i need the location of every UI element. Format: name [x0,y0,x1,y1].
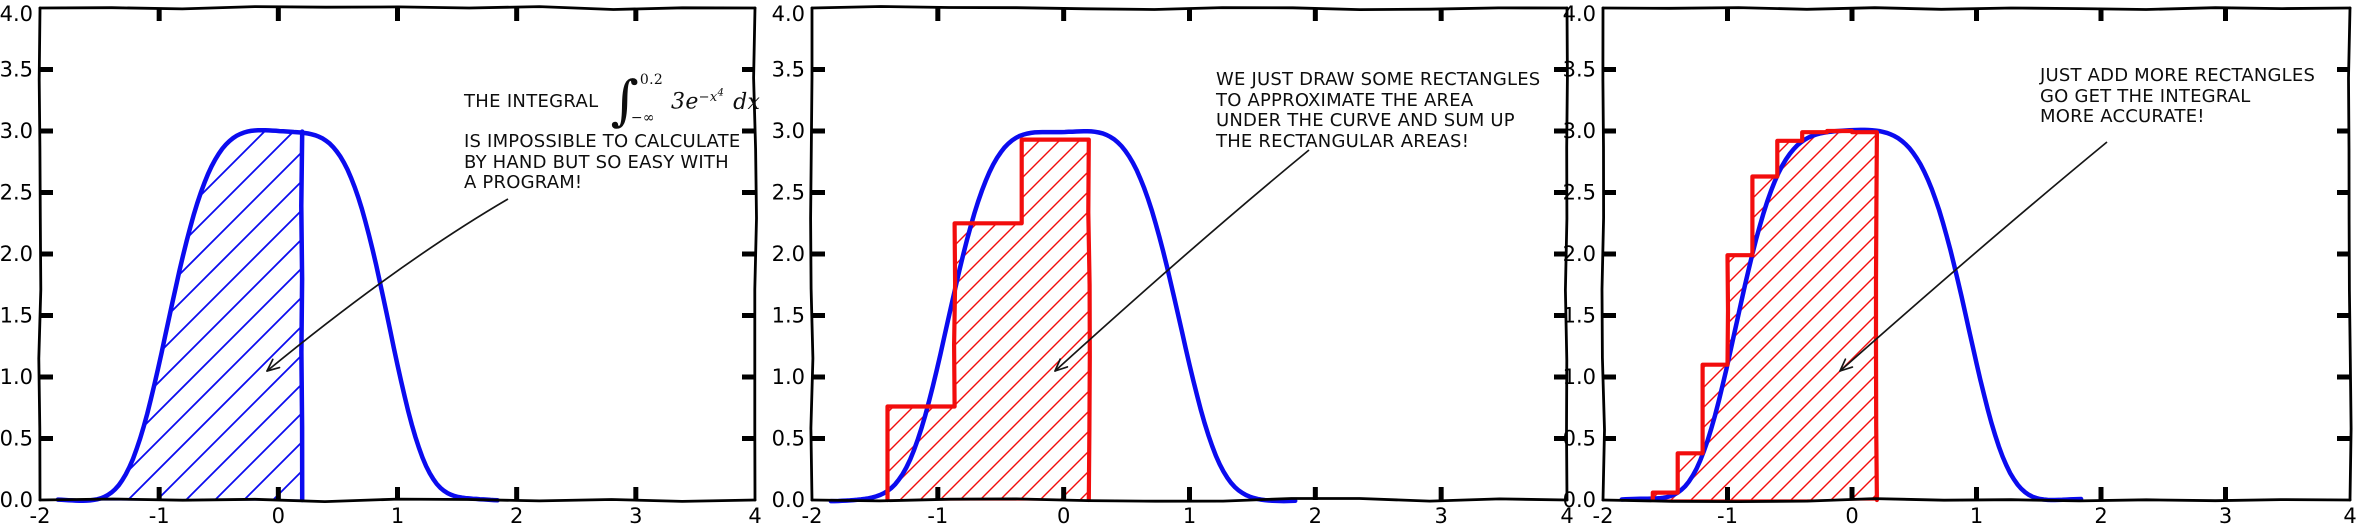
x-tick-label: 3 [629,504,642,527]
y-tick-label: 3.0 [772,119,805,143]
integrand: 3e−x4 dx [671,87,761,115]
y-tick-label: 0.0 [772,488,805,512]
annotation-line: UNDER THE CURVE AND SUM UP [1216,110,1515,131]
panel-coarse-rectangles: -2 -1 0 1 2 3 4 0.0 0.5 1.0 1.5 2.0 2.5 3.0 3.5 4.0 [772,2,1574,527]
x-tick-label: 0 [272,504,285,527]
y-tick-label: 1.5 [1563,304,1596,328]
curve-3exp-minus-x4 [1619,127,2084,503]
x-tick-label: -2 [30,504,51,527]
integration-right-edge [299,129,305,503]
annotation-line: IS IMPOSSIBLE TO CALCULATE [464,131,741,152]
y-tick-label: 0.5 [0,427,33,451]
x-tick-label: -1 [927,504,948,527]
y-tick-label: 1.0 [0,365,33,389]
annotation-line: GO GET THE INTEGRAL [2040,85,2251,107]
x-tick-label: -1 [1717,504,1738,527]
y-tick-label: 4.0 [1563,2,1596,26]
y-tick-label: 3.5 [772,58,805,82]
x-tick-label: -1 [149,504,170,527]
x-tick-label: 4 [748,504,761,527]
annotation-exact-integral: THE INTEGRAL ∫ 0.2 −∞ 3e−x4 dx IS IMPOSSI… [464,69,761,194]
x-tick-label: 2 [510,504,523,527]
annotation-intro: THE INTEGRAL [464,90,599,112]
annotation-arrow [1054,149,1310,372]
x-tick-label: 0 [1845,504,1858,527]
y-tick-label: 1.0 [1563,365,1596,389]
x-tick-label: 4 [1560,504,1573,527]
panel-exact-integral: -2 -1 0 1 2 3 4 0.0 0.5 1.0 1.5 2.0 2.5 3.0 3.5 4.0 [0,2,762,527]
x-tick-label: 2 [2094,504,2107,527]
y-tick-label: 3.5 [0,58,33,82]
y-tick-label: 3.0 [1563,119,1596,143]
x-tick-label: 2 [1309,504,1322,527]
y-tick-label: 4.0 [772,2,805,26]
curve-3exp-minus-x4 [828,129,1298,504]
x-tick-label: 3 [2219,504,2232,527]
annotation-line: BY HAND BUT SO EASY WITH [464,151,729,173]
axes [809,5,1569,503]
annotation-text: WE JUST DRAW SOME RECTANGLES TO APPROXIMA… [1216,69,1541,152]
axes [1600,6,2353,504]
annotation-line: THE RECTANGULAR AREAS! [1216,130,1470,152]
y-tick-label: 2.0 [1563,242,1596,266]
annotation-line: TO APPROXIMATE THE AREA [1216,89,1474,111]
arrowhead [1839,358,1847,372]
annotation-text: JUST ADD MORE RECTANGLES GO GET THE INTEG… [2040,65,2316,128]
y-tick-label: 0.0 [1563,488,1596,512]
y-tick-label: 1.0 [772,365,805,389]
y-tick-label: 0.5 [772,427,805,451]
y-tick-label: 0.0 [0,488,33,512]
annotation-draw-rectangles: WE JUST DRAW SOME RECTANGLES TO APPROXIMA… [1216,66,1540,152]
arrowhead [266,358,274,372]
x-tick-label: 1 [1970,504,1983,527]
arrowhead [266,366,281,372]
x-tick-label: 1 [1183,504,1196,527]
integral-upper-limit: 0.2 [639,72,664,88]
annotation-line: MORE ACCURATE! [2040,106,2205,127]
axes [37,5,758,504]
y-tick-label: 4.0 [0,2,33,26]
integral-sign-icon: ∫ [610,69,639,133]
annotation-arrow [1839,141,2108,372]
x-tick-label: 0 [1057,504,1070,527]
arrowhead [1054,358,1062,372]
y-tick-label: 2.0 [772,242,805,266]
annotation-line: WE JUST DRAW SOME RECTANGLES [1216,69,1541,90]
integral-limits: 0.2 −∞ [631,72,664,126]
y-tick-label: 2.5 [772,181,805,205]
arrowhead [1839,366,1854,372]
y-tick-label: 0.5 [1563,427,1596,451]
y-tick-label: 3.0 [0,119,33,143]
x-tick-label: 3 [1434,504,1447,527]
annotation-more-rectangles: JUST ADD MORE RECTANGLES GO GET THE INTEG… [2040,62,2315,128]
curve-3exp-minus-x4 [55,127,500,503]
x-tick-label: -2 [802,504,823,527]
riemann-staircase [885,137,1092,503]
y-tick-label: 2.5 [1563,181,1596,205]
y-tick-label: 2.5 [0,181,33,205]
annotation-line: JUST ADD MORE RECTANGLES [2040,65,2316,86]
y-tick-label: 2.0 [0,242,33,266]
integral-expression: THE INTEGRAL ∫ 0.2 −∞ 3e−x4 dx [464,69,761,133]
annotation-arrow [266,198,509,372]
annotation-text: IS IMPOSSIBLE TO CALCULATE BY HAND BUT SO… [464,131,760,194]
x-tick-label: -2 [1593,504,1614,527]
y-tick-label: 1.5 [772,304,805,328]
panel-fine-rectangles: -2 -1 0 1 2 3 40.00.51.01.52.02.53.03.54.0 [1563,2,2357,527]
annotation-line: A PROGRAM! [464,172,583,193]
integral-lower-limit: −∞ [630,110,655,126]
y-tick-label: 1.5 [0,304,33,328]
riemann-staircase [1650,128,1879,503]
arrowhead [1054,366,1069,372]
x-tick-label: 4 [2343,504,2356,527]
y-tick-label: 3.5 [1563,58,1596,82]
x-tick-label: 1 [391,504,404,527]
